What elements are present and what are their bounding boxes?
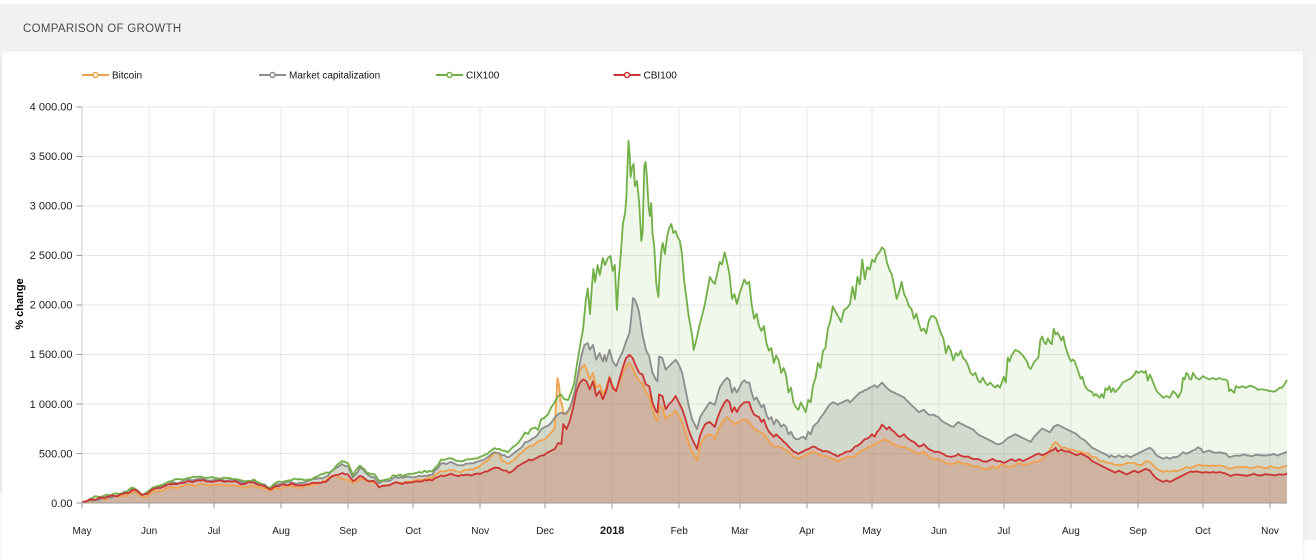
svg-text:0.00: 0.00 (51, 498, 72, 510)
svg-text:Jul: Jul (997, 526, 1010, 537)
svg-text:Nov: Nov (471, 526, 489, 537)
svg-text:1 000.00: 1 000.00 (30, 399, 73, 411)
svg-text:1 500.00: 1 500.00 (30, 349, 73, 361)
svg-text:May: May (73, 526, 92, 537)
svg-text:Market capitalization: Market capitalization (289, 71, 380, 82)
svg-text:Nov: Nov (1261, 526, 1279, 537)
svg-text:Aug: Aug (272, 526, 290, 537)
svg-text:3 500.00: 3 500.00 (30, 151, 73, 163)
svg-text:Jul: Jul (208, 526, 221, 537)
svg-text:CIX100: CIX100 (466, 71, 500, 82)
svg-text:Mar: Mar (731, 526, 749, 537)
svg-text:Dec: Dec (536, 526, 554, 537)
svg-text:Bitcoin: Bitcoin (112, 71, 142, 82)
svg-text:CBI100: CBI100 (644, 71, 678, 82)
svg-text:Sep: Sep (339, 526, 357, 537)
svg-text:2 000.00: 2 000.00 (30, 300, 73, 312)
svg-text:Apr: Apr (799, 526, 815, 537)
svg-text:4 000.00: 4 000.00 (30, 102, 73, 114)
svg-text:Jun: Jun (931, 526, 947, 537)
svg-text:2018: 2018 (600, 525, 624, 537)
svg-text:3 000.00: 3 000.00 (30, 201, 73, 213)
svg-text:Oct: Oct (405, 526, 421, 537)
svg-text:Sep: Sep (1129, 526, 1147, 537)
svg-text:May: May (862, 526, 881, 537)
svg-text:% change: % change (14, 278, 26, 329)
svg-text:500.00: 500.00 (39, 448, 73, 460)
svg-text:Oct: Oct (1195, 526, 1211, 537)
svg-text:Aug: Aug (1062, 526, 1080, 537)
svg-text:Feb: Feb (671, 526, 689, 537)
svg-text:2 500.00: 2 500.00 (30, 250, 73, 262)
svg-text:Jun: Jun (141, 526, 157, 537)
